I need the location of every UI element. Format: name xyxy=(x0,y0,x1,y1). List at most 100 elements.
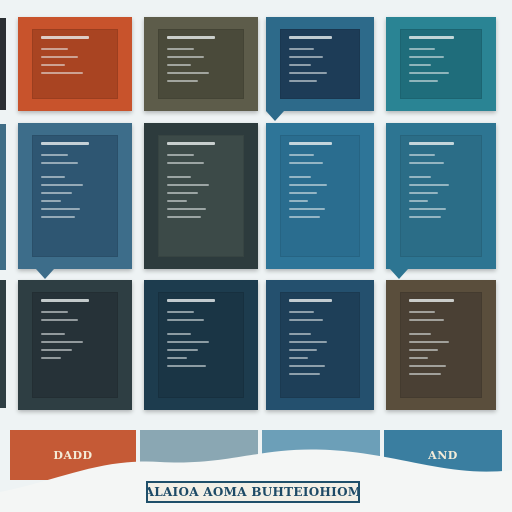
edge-card-bottom xyxy=(0,280,6,408)
card-r3-c3[interactable] xyxy=(266,280,374,410)
text-line xyxy=(41,192,72,194)
footer-banner: ALAIOA AOMA BUHTEIOHIOM xyxy=(146,481,360,503)
card-r1-c1[interactable] xyxy=(18,17,132,111)
text-line xyxy=(409,64,432,66)
card-r3-c3-body xyxy=(280,292,360,398)
card-r2-c2-body xyxy=(158,135,244,257)
card-r1-c1-body xyxy=(32,29,118,99)
text-line xyxy=(409,192,438,194)
card-r2-c4-tail xyxy=(390,269,408,279)
text-line xyxy=(41,333,65,335)
text-line xyxy=(409,48,435,50)
text-line xyxy=(289,216,320,218)
text-line xyxy=(409,341,449,343)
text-line xyxy=(289,72,328,74)
text-line xyxy=(289,56,324,58)
card-r2-c1[interactable] xyxy=(18,123,132,279)
text-line xyxy=(409,333,432,335)
text-line xyxy=(167,154,195,156)
text-line xyxy=(167,200,188,202)
text-line xyxy=(167,216,201,218)
text-line xyxy=(289,341,328,343)
card-r3-c4-body xyxy=(400,292,482,398)
card-r1-c4[interactable] xyxy=(386,17,496,111)
text-line xyxy=(409,299,454,302)
text-line xyxy=(289,162,324,164)
text-line xyxy=(409,349,438,351)
text-line xyxy=(289,192,317,194)
card-r1-c3-body xyxy=(280,29,360,99)
text-line xyxy=(289,36,333,39)
card-r2-c3-body xyxy=(280,135,360,257)
text-line xyxy=(409,373,441,375)
text-line xyxy=(41,349,72,351)
text-line xyxy=(41,184,84,186)
text-line xyxy=(289,48,314,50)
card-r1-c3-tail xyxy=(266,111,284,121)
text-line xyxy=(289,176,311,178)
text-line xyxy=(289,357,308,359)
text-line xyxy=(167,341,210,343)
text-line xyxy=(167,192,198,194)
text-line xyxy=(289,373,320,375)
text-line xyxy=(167,48,195,50)
card-r2-c2[interactable] xyxy=(144,123,258,269)
wave-decoration xyxy=(0,449,512,512)
text-line xyxy=(41,216,75,218)
text-line xyxy=(41,36,89,39)
text-line xyxy=(409,184,449,186)
text-line xyxy=(41,341,84,343)
text-line xyxy=(409,365,447,367)
text-line xyxy=(41,200,62,202)
text-line xyxy=(167,184,210,186)
edge-card-top xyxy=(0,18,6,110)
card-r3-c2[interactable] xyxy=(144,280,258,410)
text-line xyxy=(167,311,195,313)
text-line xyxy=(289,208,325,210)
text-line xyxy=(409,162,445,164)
card-r2-c3[interactable] xyxy=(266,123,374,269)
text-line xyxy=(289,319,324,321)
text-line xyxy=(289,142,333,145)
card-r2-c4-body xyxy=(400,135,482,257)
text-line xyxy=(41,162,79,164)
text-line xyxy=(289,333,311,335)
text-line xyxy=(41,154,69,156)
card-r3-c2-body xyxy=(158,292,244,398)
text-line xyxy=(167,365,207,367)
text-line xyxy=(409,208,447,210)
text-line xyxy=(289,365,325,367)
card-r3-c4[interactable] xyxy=(386,280,496,410)
card-r2-c4[interactable] xyxy=(386,123,496,279)
text-line xyxy=(41,72,84,74)
text-line xyxy=(41,48,69,50)
text-line xyxy=(289,311,314,313)
text-line xyxy=(167,64,191,66)
text-line xyxy=(167,299,215,302)
text-line xyxy=(409,80,438,82)
text-line xyxy=(41,56,79,58)
text-line xyxy=(167,319,205,321)
card-r1-c4-body xyxy=(400,29,482,99)
text-line xyxy=(409,176,432,178)
text-line xyxy=(409,154,435,156)
text-line xyxy=(167,357,188,359)
text-line xyxy=(167,162,205,164)
card-r3-c1[interactable] xyxy=(18,280,132,410)
text-line xyxy=(41,142,89,145)
card-r1-c3[interactable] xyxy=(266,17,374,121)
card-r2-c1-tail xyxy=(36,269,54,279)
text-line xyxy=(409,357,429,359)
strip-orange[interactable]: DADD xyxy=(10,430,136,480)
text-line xyxy=(41,357,62,359)
text-line xyxy=(289,154,314,156)
text-line xyxy=(409,56,445,58)
text-line xyxy=(41,64,65,66)
card-r2-c1-body xyxy=(32,135,118,257)
text-line xyxy=(409,200,429,202)
text-line xyxy=(167,56,205,58)
card-r1-c2-body xyxy=(158,29,244,99)
footer-banner-text: ALAIOA AOMA BUHTEIOHIOM xyxy=(146,485,360,499)
card-r1-c2[interactable] xyxy=(144,17,258,111)
